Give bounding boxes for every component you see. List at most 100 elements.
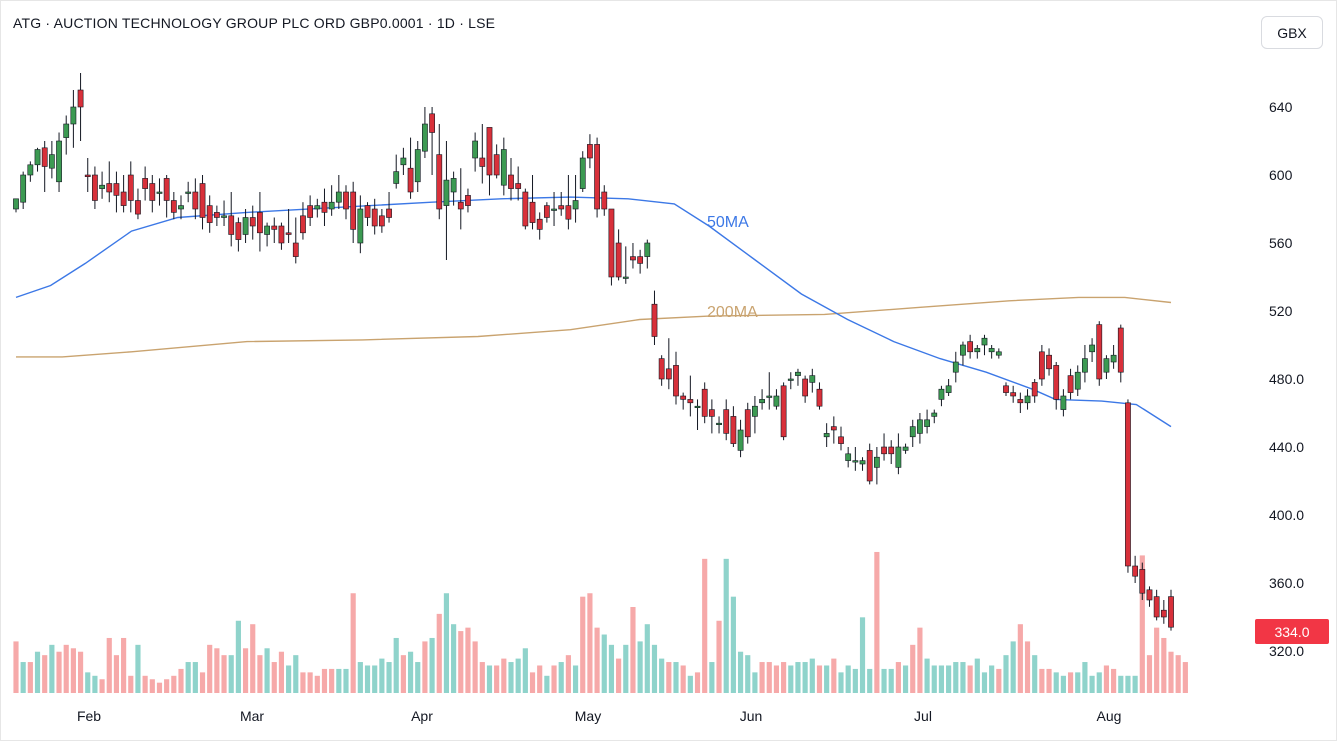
volume-bar — [716, 620, 722, 693]
candle — [773, 389, 780, 410]
candle — [673, 351, 679, 405]
candle-body — [773, 395, 780, 407]
candle — [163, 175, 170, 218]
candle — [845, 447, 852, 468]
candle — [228, 192, 235, 247]
volume-bar — [293, 655, 299, 693]
candle — [1139, 562, 1146, 600]
candle-body — [264, 225, 270, 235]
candle — [780, 382, 787, 441]
candle — [1053, 362, 1060, 410]
volume-bar — [49, 644, 55, 693]
volume-bar — [766, 662, 772, 693]
time-tick-label: May — [575, 708, 601, 724]
candle-body — [694, 405, 701, 409]
candle — [917, 413, 923, 444]
candle-body — [228, 215, 235, 235]
candle — [1082, 345, 1088, 383]
candle-body — [902, 446, 909, 451]
candle — [1096, 321, 1103, 386]
candle-body — [56, 140, 62, 183]
candle-body — [508, 174, 514, 189]
candle — [615, 229, 622, 281]
volume-bar — [759, 662, 765, 693]
candle — [759, 389, 765, 410]
candle — [206, 195, 213, 233]
price-axis[interactable]: 640 600 560 520 480.0 440.0 400.0 360.0 320.0 — [1269, 99, 1304, 659]
candle-body — [572, 200, 579, 210]
candle-body — [1053, 365, 1060, 400]
candle — [27, 161, 34, 182]
candle — [242, 209, 249, 243]
volume-bar — [1161, 637, 1167, 693]
candle — [156, 178, 163, 206]
candle — [651, 290, 658, 345]
volume-bar — [730, 596, 736, 693]
volume-bar — [752, 672, 758, 693]
candle-body — [1139, 569, 1146, 594]
price-tick-label: 320.0 — [1269, 643, 1304, 659]
candle-body — [335, 191, 342, 203]
candle — [952, 351, 959, 383]
candle-body — [924, 419, 930, 427]
volume-bar — [881, 668, 887, 693]
candle-body — [737, 429, 744, 451]
candle-body — [680, 395, 687, 400]
volume-bar — [479, 662, 485, 693]
volume-bar — [1060, 675, 1066, 693]
candle — [185, 181, 192, 203]
volume-bar — [1046, 668, 1052, 693]
candle-body — [465, 195, 471, 206]
volume-bar — [429, 637, 435, 693]
candle — [364, 202, 371, 226]
candle — [723, 399, 730, 441]
candle — [902, 443, 909, 454]
candle — [257, 192, 263, 252]
price-tick-label: 520 — [1269, 303, 1293, 319]
candle-body — [551, 208, 557, 211]
volume-bar — [20, 662, 26, 693]
ma200-label: 200MA — [707, 304, 758, 321]
volume-bar — [501, 658, 507, 693]
volume-bar — [121, 637, 127, 693]
candle-body — [1003, 385, 1009, 393]
candle — [350, 181, 357, 243]
candle-body — [199, 183, 206, 218]
candle — [859, 457, 866, 471]
candle-body — [443, 179, 450, 206]
candle — [84, 158, 91, 192]
candle-body — [960, 344, 966, 356]
volume-bar — [235, 620, 241, 693]
candle — [974, 345, 981, 359]
candle — [873, 447, 880, 485]
candle — [895, 433, 902, 475]
candle — [967, 334, 974, 359]
volume-bar — [400, 655, 406, 693]
candle — [135, 188, 141, 220]
time-tick-label: Jun — [740, 708, 763, 724]
candle-body — [909, 426, 916, 438]
volume-bar — [185, 662, 191, 693]
volume-bar — [13, 641, 19, 693]
time-axis[interactable]: Feb Mar Apr May Jun Jul Aug — [77, 708, 1122, 724]
candle — [1074, 365, 1081, 396]
candle — [393, 154, 400, 189]
candle-body — [981, 337, 988, 346]
candle-body — [34, 149, 41, 166]
ma200-line — [16, 296, 1172, 358]
candle-body — [213, 212, 220, 218]
volume-bar — [737, 651, 744, 693]
volume-bar — [522, 648, 528, 693]
volume-bar — [99, 679, 105, 693]
volume-bar — [192, 662, 198, 693]
candle-body — [665, 368, 672, 380]
volume-bar — [888, 668, 894, 693]
time-tick-label: Feb — [77, 708, 101, 724]
currency-button[interactable]: GBX — [1261, 16, 1323, 49]
candle — [622, 246, 629, 284]
volume-bar — [816, 665, 823, 693]
candle — [48, 141, 55, 179]
volume-bar — [666, 662, 672, 693]
candle — [1153, 589, 1160, 621]
